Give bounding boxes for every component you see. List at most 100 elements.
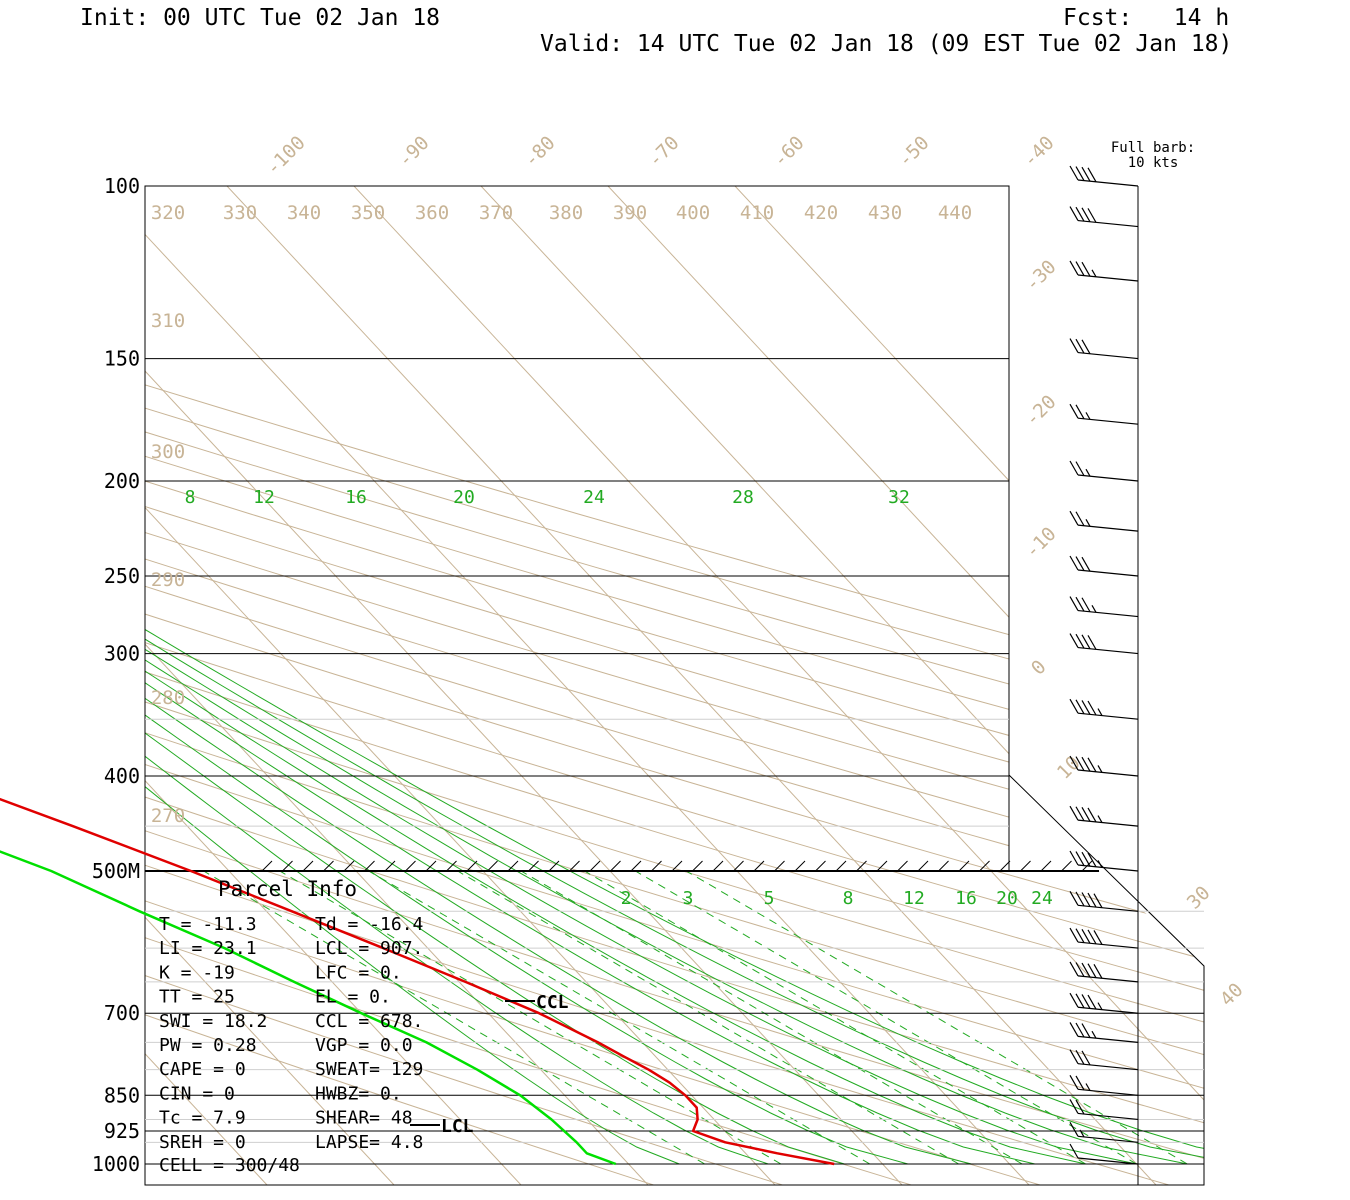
isotherm-group <box>0 141 1009 1200</box>
barb-shaft <box>1077 1157 1139 1165</box>
barb-flag <box>1069 206 1079 221</box>
moist-adiabat-line <box>145 871 680 1165</box>
mixing-ratio-label: 24 <box>1031 888 1053 909</box>
barb-flag <box>1069 633 1079 648</box>
hatch-mark <box>712 860 724 872</box>
barb-legend: Full barb: 10 kts <box>1111 140 1195 171</box>
barb-flag <box>1081 700 1091 715</box>
hatch-mark <box>1020 860 1031 872</box>
barb-flag <box>1075 596 1085 612</box>
isotherm-line <box>0 141 31 1200</box>
moist-adiabat-line <box>145 871 1036 1165</box>
theta-label: 300 <box>151 441 185 463</box>
wind-barb <box>1069 1049 1139 1071</box>
parcel-row-left: LI = 23.1 <box>159 938 257 959</box>
moist-adiabat-line <box>145 755 298 871</box>
isotherm-line <box>607 186 1009 618</box>
pressure-label: 250 <box>104 564 140 588</box>
barb-flag <box>1069 1049 1079 1064</box>
valid-time: Valid: 14 UTC Tue 02 Jan 18 (09 EST Tue … <box>540 31 1233 57</box>
dry-adiabat-line <box>0 141 975 1200</box>
barb-flag <box>1075 1049 1085 1065</box>
barb-flag <box>1081 807 1091 822</box>
mixing-ratio-label: 16 <box>955 888 977 909</box>
barb-shaft <box>1077 524 1139 532</box>
mixing-ratio-line <box>685 871 1188 1165</box>
theta-label: 380 <box>549 202 583 224</box>
barb-flag <box>1075 556 1085 571</box>
barb-shaft <box>1077 941 1139 949</box>
barb-flag <box>1075 461 1085 476</box>
wind-barb <box>1069 698 1139 720</box>
barb-half-flag <box>1085 1083 1091 1091</box>
barb-flag <box>1069 1099 1079 1114</box>
isotherm-label: -40 <box>1019 132 1059 172</box>
barb-flag <box>1075 806 1085 822</box>
hatch-mark <box>917 860 929 872</box>
isotherm-line <box>145 871 540 1185</box>
moist-adiabat-line <box>145 871 1204 1165</box>
dry-adiabat-line <box>145 558 1009 818</box>
dry-adiabat-line <box>145 671 789 871</box>
barb-shaft <box>1077 274 1139 282</box>
theta-label: 290 <box>151 569 185 591</box>
hatch-mark <box>835 860 847 872</box>
moist-adiabat-line <box>145 871 1086 1165</box>
isotherm-label: -20 <box>1021 391 1061 431</box>
moist-adiabat-line <box>145 871 1137 1165</box>
hatch-mark <box>507 860 519 872</box>
moist-adiabat-line <box>145 648 518 871</box>
hatch-mark <box>446 860 457 872</box>
isotherm-line <box>145 871 159 1185</box>
barb-flag <box>1069 403 1079 419</box>
pressure-label: 700 <box>104 1001 140 1025</box>
mixing-ratio-label: 5 <box>764 888 775 909</box>
isotherm-label: -100 <box>262 132 310 180</box>
moist-adiabat-group <box>145 871 1204 1165</box>
isotherm-label: -80 <box>520 132 560 172</box>
hatch-mark <box>487 860 498 872</box>
barb-flag <box>1069 555 1079 571</box>
hatch-mark <box>610 860 621 872</box>
barb-flag <box>1075 511 1085 527</box>
barb-flag <box>1081 994 1091 1009</box>
wind-barb <box>1069 1075 1139 1096</box>
parcel-row-left: SWI = 18.2 <box>159 1011 267 1032</box>
dry-adiabat-line <box>145 871 845 1185</box>
isotherm-line <box>145 871 667 1185</box>
dewpoint-profile <box>0 850 617 1166</box>
dry-adiabat-line <box>145 585 1009 847</box>
wind-barb <box>1069 1099 1139 1121</box>
moist-adiabat-line <box>145 871 972 1165</box>
mixing-ratio-line <box>584 871 1086 1165</box>
wind-barb <box>1069 1022 1139 1043</box>
wind-barb <box>1069 596 1139 618</box>
barb-flag <box>1075 338 1085 354</box>
parcel-row-left: Tc = 7.9 <box>159 1108 246 1129</box>
isotherm-label: -30 <box>1021 256 1061 296</box>
hatch-mark <box>774 860 785 872</box>
mixing-ratio-label: 16 <box>345 487 367 508</box>
isotherm-label: 0 <box>1027 656 1051 680</box>
barb-flag <box>1081 634 1091 650</box>
dry-adiabat-group <box>145 871 1204 1185</box>
barb-flag <box>1075 1099 1085 1115</box>
hatch-mark <box>425 860 437 872</box>
mixing-ratio-label: 20 <box>996 888 1018 909</box>
isotherm-line <box>145 506 484 871</box>
moist-adiabat-line <box>145 682 438 871</box>
theta-label: 340 <box>287 202 321 224</box>
barb-flag <box>1081 962 1091 978</box>
wind-barb <box>1069 927 1139 949</box>
hatch-mark <box>794 860 806 872</box>
mixing-ratio-line <box>203 871 705 1165</box>
barb-flag <box>1069 460 1079 476</box>
barb-flag <box>1069 1022 1079 1037</box>
mixing-ratio-label: 8 <box>843 888 854 909</box>
wind-barb <box>1069 206 1139 228</box>
parcel-row-left: TT = 25 <box>159 987 235 1008</box>
theta-label: 270 <box>151 805 185 827</box>
barb-flag <box>1075 851 1085 866</box>
barb-flag <box>1075 261 1085 276</box>
barb-flag <box>1069 961 1079 977</box>
